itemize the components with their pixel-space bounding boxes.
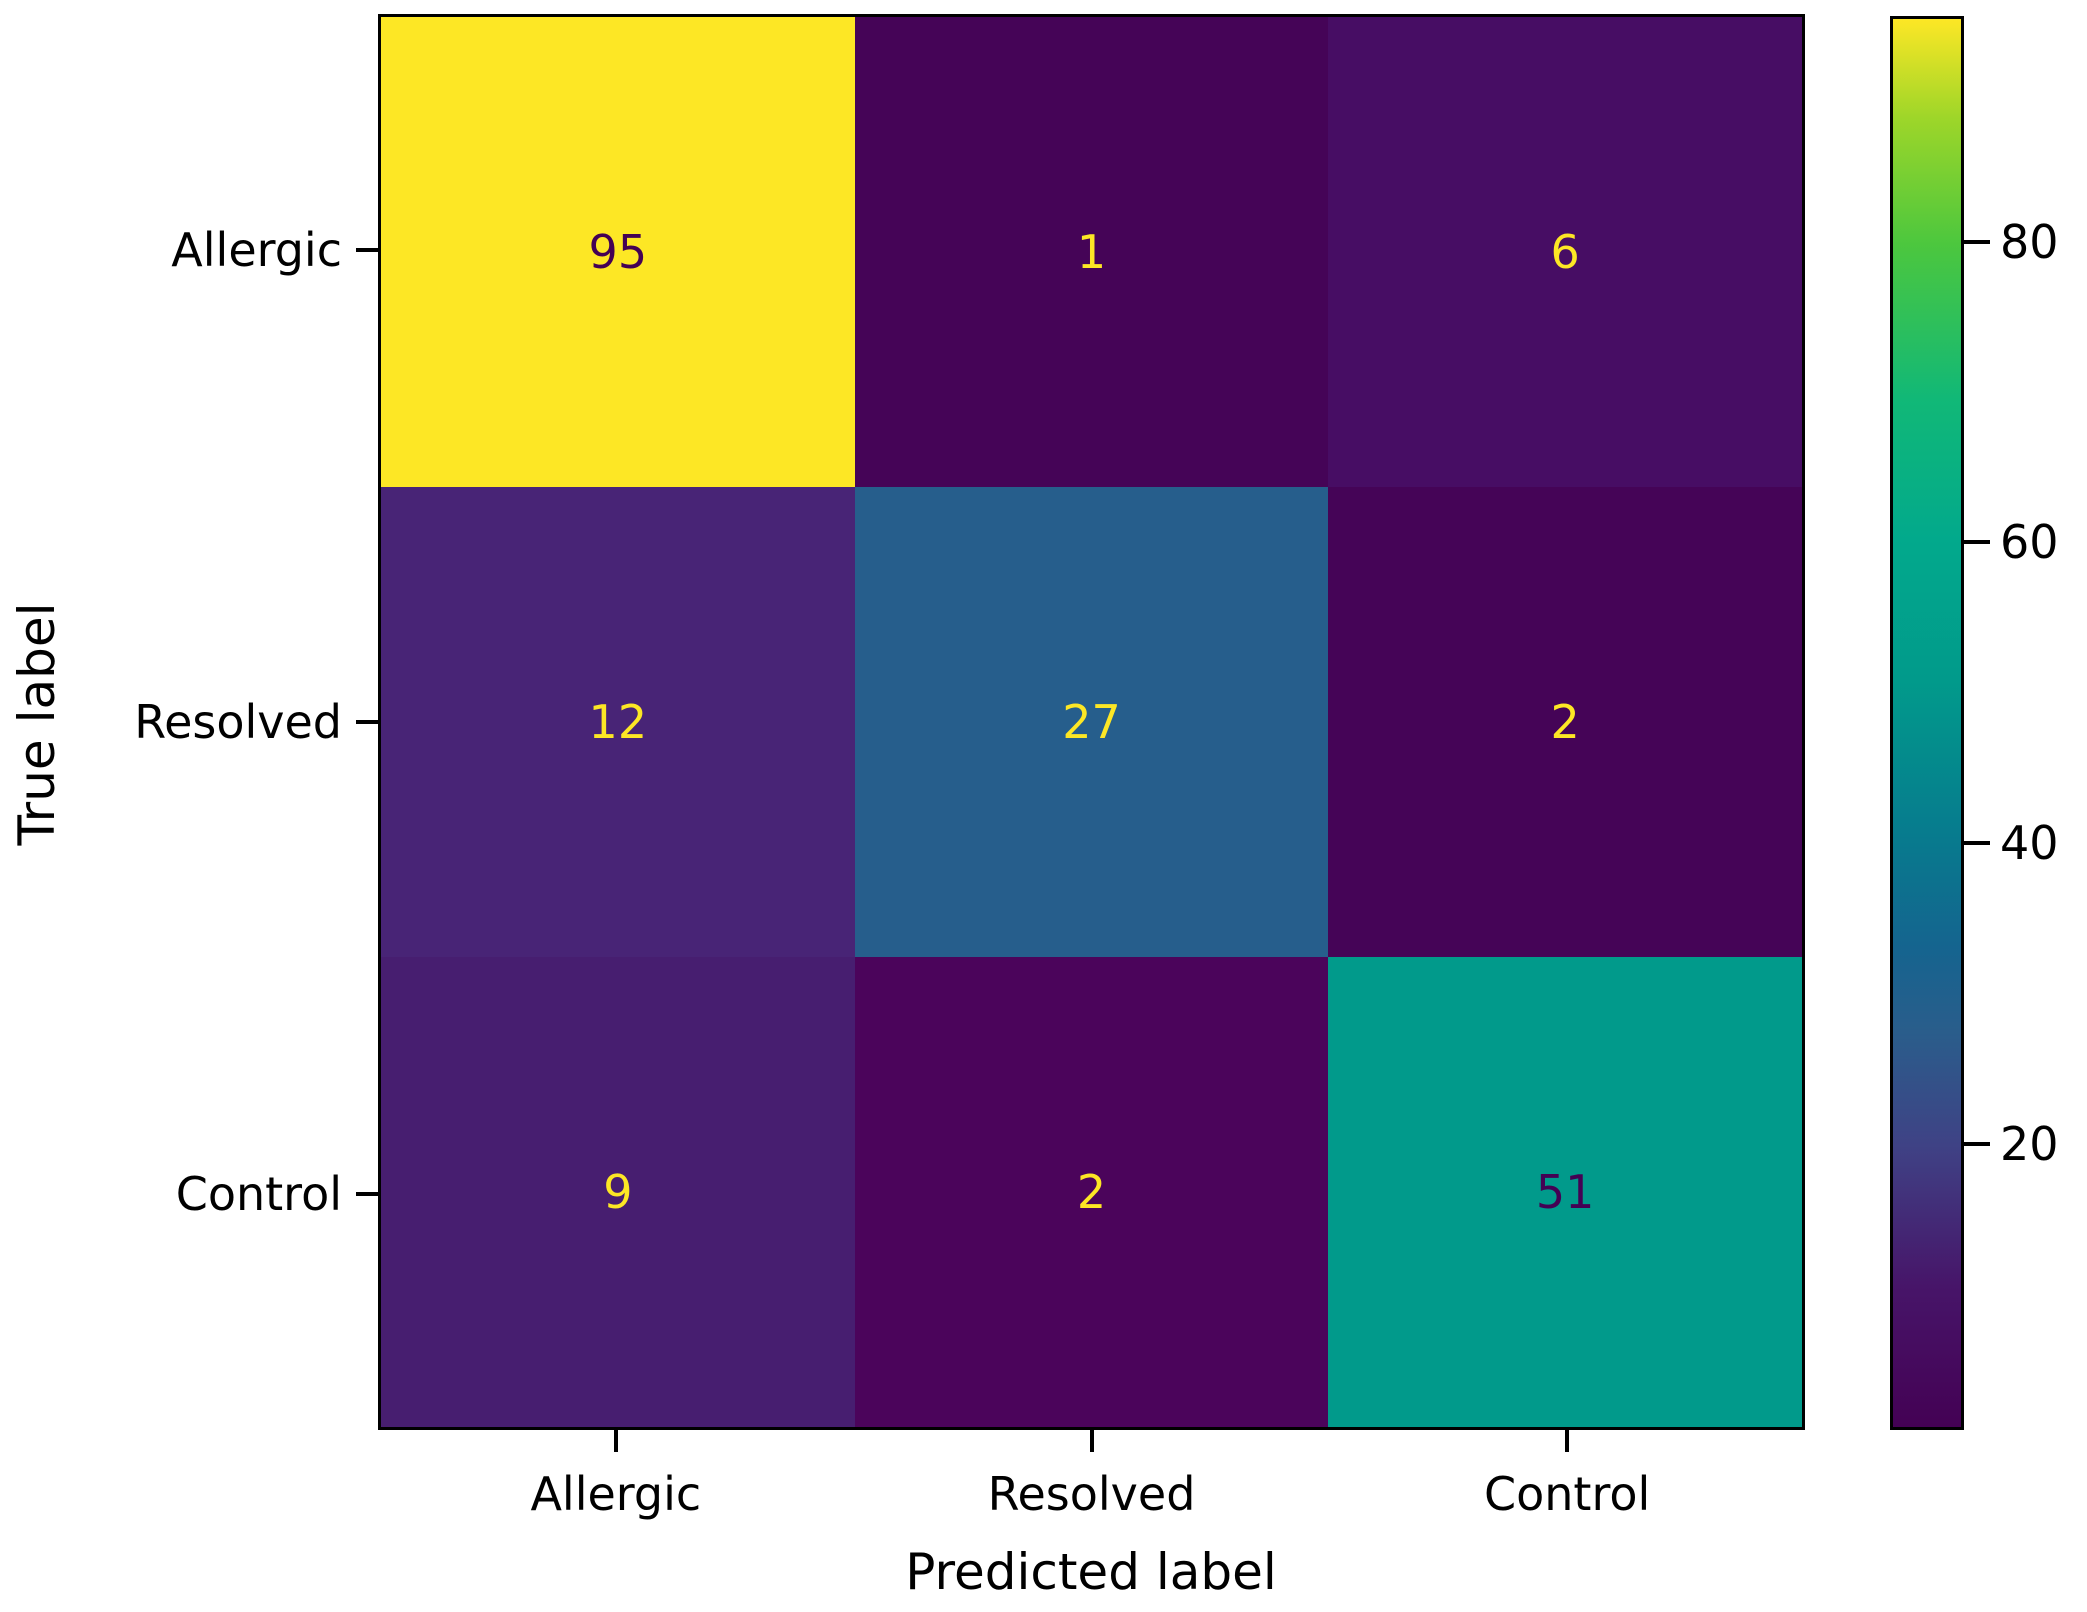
y-axis-title: True label: [8, 602, 66, 846]
x-tick-mark-0: [613, 1430, 618, 1452]
x-axis-title: Predicted label: [905, 1543, 1277, 1601]
matrix-cell-r0c2: 6: [1328, 17, 1802, 487]
y-tick-label-control: Control: [175, 1167, 342, 1221]
colorbar-tick-mark-40: [1964, 841, 1990, 846]
x-tick-mark-2: [1565, 1430, 1570, 1452]
matrix-cell-r2c1: 2: [854, 957, 1329, 1427]
matrix-cell-r0c0: 95: [381, 17, 855, 487]
x-tick-label-control: Control: [1484, 1467, 1651, 1521]
matrix-cell-r0c1: 1: [854, 17, 1329, 487]
colorbar-tick-label-60: 60: [2000, 515, 2059, 570]
y-tick-mark-1: [356, 720, 378, 724]
plot-area: 95 1 6 12 27 2 9 2 51: [378, 14, 1805, 1430]
colorbar: [1890, 16, 1964, 1430]
y-tick-mark-2: [356, 1192, 378, 1196]
matrix-cell-r2c0: 9: [381, 957, 855, 1427]
y-tick-mark-0: [356, 248, 378, 252]
x-tick-label-allergic: Allergic: [530, 1467, 702, 1521]
colorbar-tick-mark-80: [1964, 239, 1990, 244]
matrix-cell-r1c1: 27: [854, 487, 1329, 957]
matrix-cell-r1c0: 12: [381, 487, 855, 957]
y-tick-label-allergic: Allergic: [171, 223, 342, 277]
y-tick-label-resolved: Resolved: [134, 695, 342, 749]
x-tick-label-resolved: Resolved: [987, 1467, 1196, 1521]
colorbar-tick-label-40: 40: [2000, 816, 2059, 871]
colorbar-tick-label-80: 80: [2000, 214, 2059, 269]
x-tick-mark-1: [1089, 1430, 1094, 1452]
matrix-cell-r1c2: 2: [1328, 487, 1802, 957]
colorbar-tick-label-20: 20: [2000, 1117, 2059, 1172]
colorbar-tick-mark-60: [1964, 540, 1990, 545]
confusion-matrix-heatmap: 95 1 6 12 27 2 9 2 51: [381, 17, 1802, 1427]
colorbar-tick-mark-20: [1964, 1142, 1990, 1147]
matrix-cell-r2c2: 51: [1328, 957, 1802, 1427]
